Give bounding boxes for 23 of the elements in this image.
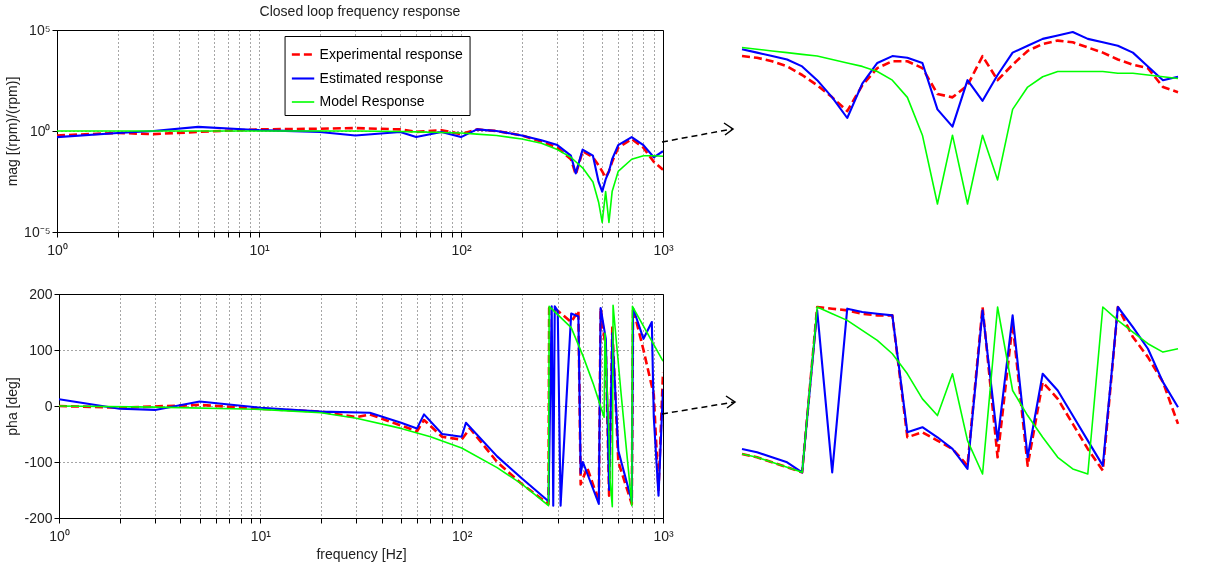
x-tick-label: 10²	[451, 241, 472, 258]
x-axis-title: frequency [Hz]	[316, 545, 407, 562]
x-tick-label: 10⁰	[47, 241, 68, 258]
legend-label: Model Response	[319, 93, 425, 109]
legend-label: Experimental response	[319, 45, 463, 62]
x-tick-label: 10¹	[250, 527, 272, 544]
legend-label: Estimated response	[319, 69, 444, 86]
y-axis-title: pha [deg]	[4, 377, 21, 436]
y-tick-label: -100	[24, 453, 53, 470]
y-tick-label: -200	[24, 509, 53, 526]
y-tick-label: 10⁵	[29, 21, 51, 38]
y-tick-label: 200	[29, 285, 53, 302]
y-axis-title: mag [(rpm)/(rpm)]	[4, 76, 21, 187]
y-tick-label: 10⁰	[29, 122, 51, 139]
chart-title: Closed loop frequency response	[259, 3, 461, 19]
y-tick-label: 0	[44, 397, 53, 414]
x-tick-label: 10³	[653, 527, 674, 544]
x-tick-label: 10³	[653, 241, 674, 258]
y-tick-label: 10⁻⁵	[24, 223, 51, 240]
y-tick-label: 100	[29, 341, 53, 358]
x-tick-label: 10⁰	[49, 527, 70, 544]
x-tick-label: 10²	[452, 527, 473, 544]
x-tick-label: 10¹	[249, 241, 270, 258]
